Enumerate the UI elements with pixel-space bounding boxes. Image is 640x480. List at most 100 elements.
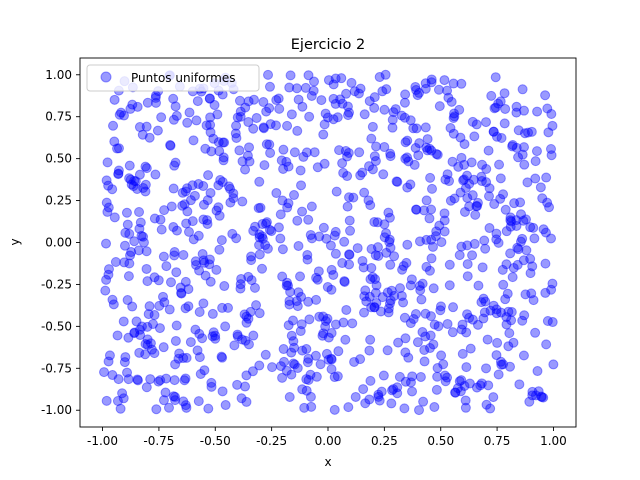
data-point (456, 375, 467, 386)
data-point (411, 204, 422, 215)
data-point (410, 143, 421, 154)
data-point (334, 145, 345, 156)
data-point (481, 399, 492, 410)
data-point (275, 209, 286, 220)
data-point (141, 163, 152, 174)
data-point (259, 160, 270, 171)
data-point (219, 281, 230, 292)
data-point (297, 101, 308, 112)
data-point (330, 248, 341, 259)
data-point (373, 250, 384, 261)
data-point (511, 107, 522, 118)
data-point (119, 240, 130, 251)
data-point (286, 330, 297, 341)
data-point (151, 404, 162, 415)
data-point (366, 133, 377, 144)
data-point (207, 331, 218, 342)
data-point (284, 295, 295, 306)
data-point (419, 345, 430, 356)
data-point (284, 82, 295, 93)
data-point (258, 97, 269, 108)
data-point (158, 342, 169, 353)
data-point (375, 306, 386, 317)
data-point (414, 87, 425, 98)
data-point (366, 262, 377, 273)
data-point (254, 360, 265, 371)
data-point (442, 318, 453, 329)
data-point (278, 144, 289, 155)
data-point (284, 392, 295, 403)
data-point (279, 356, 290, 367)
data-point (123, 374, 134, 385)
data-point (358, 384, 369, 395)
data-point (411, 85, 422, 96)
data-point (231, 132, 242, 143)
data-point (126, 247, 137, 258)
data-point (540, 227, 551, 238)
y-axis: -1.00 -0.75 -0.50 -0.25 0.00 0.25 0.50 0.75 1.00 (41, 68, 80, 417)
data-point (305, 229, 316, 240)
data-point (158, 395, 169, 406)
data-point (460, 402, 471, 413)
data-point (210, 330, 221, 341)
data-point (217, 302, 228, 313)
data-point (153, 275, 164, 286)
data-point (481, 164, 492, 174)
data-point (198, 199, 209, 210)
data-point (166, 201, 177, 212)
data-point (101, 274, 112, 285)
data-point (392, 382, 403, 393)
data-point (483, 145, 494, 156)
data-point (103, 180, 114, 191)
data-point (264, 224, 275, 235)
data-point (168, 391, 179, 402)
data-point (293, 287, 304, 298)
data-point (165, 140, 176, 151)
data-point (253, 203, 264, 214)
data-point (315, 359, 326, 370)
data-point (127, 301, 138, 312)
data-point (185, 195, 196, 206)
data-point (480, 296, 491, 307)
data-point (311, 272, 322, 283)
data-point (491, 304, 502, 315)
data-point (295, 326, 306, 337)
data-point (141, 263, 152, 274)
data-point (116, 107, 127, 118)
data-point (240, 102, 251, 113)
data-point (519, 159, 530, 170)
data-point (546, 233, 557, 244)
data-point (292, 363, 303, 374)
data-point (228, 188, 239, 199)
data-point (109, 212, 120, 223)
data-point (140, 179, 151, 190)
data-point (473, 280, 484, 291)
data-point (384, 234, 395, 245)
data-point (385, 295, 396, 306)
data-point (246, 275, 257, 286)
data-point (213, 180, 224, 191)
data-point (179, 199, 190, 210)
data-point (462, 192, 473, 203)
data-point (103, 202, 114, 213)
data-point (109, 94, 120, 105)
data-point (547, 317, 558, 328)
data-point (282, 120, 293, 131)
data-point (364, 161, 374, 172)
data-point (170, 335, 181, 346)
data-point (366, 302, 377, 313)
data-point (503, 341, 514, 352)
data-point (422, 134, 433, 145)
data-point (495, 96, 506, 107)
data-point (250, 221, 261, 232)
data-point (381, 247, 392, 258)
data-point (493, 369, 504, 380)
data-point (277, 195, 288, 206)
data-point (232, 329, 243, 340)
data-point (305, 391, 316, 402)
data-point (422, 145, 433, 156)
data-point (283, 280, 294, 291)
data-point (322, 313, 333, 324)
data-point (283, 161, 294, 172)
data-point (323, 354, 334, 365)
